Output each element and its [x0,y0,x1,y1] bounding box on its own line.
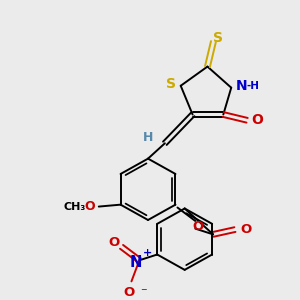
Text: N: N [129,255,142,270]
Text: O: O [85,200,95,213]
Text: O: O [108,236,119,248]
Text: -H: -H [247,81,260,91]
Text: O: O [193,220,204,233]
Text: O: O [251,113,263,127]
Text: H: H [143,131,153,144]
Text: +: + [143,248,152,258]
Text: O: O [124,286,135,299]
Text: N: N [235,79,247,93]
Text: S: S [213,31,224,45]
Text: ⁻: ⁻ [140,286,147,299]
Text: CH₃: CH₃ [64,202,86,212]
Text: S: S [166,77,176,91]
Text: O: O [240,223,251,236]
